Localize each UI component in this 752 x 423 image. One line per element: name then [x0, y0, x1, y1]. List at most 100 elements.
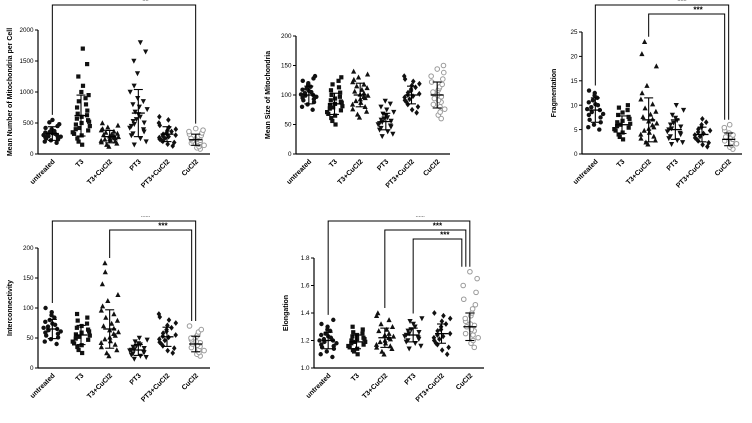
error-bar-T3 [328, 92, 341, 116]
sig-bracket [412, 238, 463, 314]
axes [581, 32, 742, 155]
svg-text:150: 150 [23, 275, 34, 282]
sig-label: *** [677, 0, 687, 6]
axes [313, 258, 484, 369]
x-label-PT3: PT3 [129, 372, 143, 386]
y-ticks: 1.0 1.2 1.4 1.6 1.8 [301, 255, 314, 372]
points-T3+CuCl2 [349, 68, 371, 120]
chart-canvas-fragmentation: 0 5 10 15 20 25 Fragmentation untreated T3T3+CuC… [551, 0, 742, 190]
svg-text:200: 200 [281, 33, 292, 40]
svg-text:50: 50 [26, 335, 34, 342]
svg-text:100: 100 [23, 305, 34, 312]
error-bar-T3+CuCl2 [378, 327, 392, 348]
error-bar-CuCl2 [189, 335, 203, 353]
sig-label: *** [416, 216, 426, 222]
error-bar-T3 [74, 94, 88, 137]
x-label-untreated: untreated [572, 158, 600, 186]
x-label-T3: T3 [75, 372, 86, 383]
chart-mean-size-mitochondria: 0 50 100 150 200 Mean Size of Mitochondria unt… [262, 0, 458, 209]
svg-text:1.6: 1.6 [301, 283, 310, 290]
svg-text:1000: 1000 [19, 89, 34, 96]
x-label-untreated: untreated [29, 372, 57, 400]
y-axis-title: Mean Number of Mitochondria per Cell [7, 28, 14, 156]
error-bar-T3+CuCl2 [353, 82, 367, 108]
svg-text:50: 50 [284, 122, 292, 129]
sig-bracket [51, 4, 197, 124]
svg-text:1500: 1500 [19, 58, 34, 65]
sig-label: *** [693, 6, 703, 15]
error-bar-PT3 [668, 119, 682, 140]
y-axis-title: Interconnectivity [7, 280, 14, 336]
error-bar-T3 [350, 334, 363, 350]
y-axis-title: Mean Size of Mitochondria [265, 51, 272, 139]
error-bar-PT3 [131, 88, 145, 138]
points-T3+CuCl2 [638, 38, 660, 147]
error-bar-T3+CuCl2 [103, 309, 117, 349]
axes [37, 30, 210, 155]
svg-text:1.8: 1.8 [301, 255, 310, 262]
chart-mean-number-mitochondria: 0 500 1000 1500 2000 Mean Number of Mitochond… [4, 0, 218, 209]
x-label-CuCl2: CuCl2 [455, 372, 474, 391]
svg-text:25: 25 [570, 29, 578, 36]
points-CuCl2 [186, 125, 207, 152]
sig-label: *** [440, 231, 450, 240]
y-axis-title: Fragmentation [551, 69, 558, 118]
y-ticks: 0 500 1000 1500 2000 [19, 27, 38, 158]
points-CuCl2 [721, 121, 740, 152]
error-bar-T3 [615, 115, 629, 135]
sig-bracket [594, 4, 730, 120]
points-CuCl2 [428, 62, 448, 122]
x-label-PT3: PT3 [404, 372, 418, 386]
error-bar-CuCl2 [722, 132, 736, 147]
axes [37, 248, 210, 369]
error-bar-PT3+CuCl2 [405, 85, 418, 105]
svg-text:100: 100 [281, 92, 292, 99]
x-label-CuCl2: CuCl2 [181, 158, 200, 177]
error-bar-PT3+CuCl2 [160, 126, 174, 143]
x-label-T3+CuCl2: T3+CuCl2 [337, 158, 365, 186]
sig-label: ** [142, 0, 149, 6]
sig-label: *** [158, 222, 168, 231]
error-bar-CuCl2 [189, 133, 203, 146]
x-label-T3+CuCl2: T3+CuCl2 [625, 158, 653, 186]
points-PT3+CuCl2 [156, 311, 179, 356]
error-bar-PT3+CuCl2 [695, 126, 709, 143]
svg-text:0: 0 [574, 151, 578, 158]
sig-bracket [384, 229, 467, 308]
chart-fragmentation: 0 5 10 15 20 25 Fragmentation untreated T3 T3+CuC… [548, 0, 750, 209]
x-label-PT3: PT3 [376, 158, 390, 172]
x-label-CuCl2: CuCl2 [422, 158, 441, 177]
svg-text:20: 20 [570, 54, 578, 61]
svg-text:1.0: 1.0 [301, 365, 310, 372]
chart-canvas-interconnectivity: 0 50 100 150 200 Interconnectivity untreated T3… [7, 213, 210, 404]
x-label-untreated: untreated [29, 158, 57, 186]
error-bar-PT3 [131, 344, 145, 356]
chart-interconnectivity: 0 50 100 150 200 Interconnectivity untreated T3… [4, 213, 218, 423]
chart-canvas-mean-size: 0 50 100 150 200 Mean Size of Mitochondria unt… [265, 33, 450, 190]
svg-text:10: 10 [570, 102, 578, 109]
points-PT3 [402, 316, 425, 352]
svg-text:0: 0 [288, 151, 292, 158]
sig-bracket [109, 229, 193, 321]
svg-text:150: 150 [281, 63, 292, 70]
sig-bracket [51, 220, 197, 321]
svg-text:0: 0 [30, 365, 34, 372]
svg-text:5: 5 [574, 127, 578, 134]
svg-text:1.4: 1.4 [301, 310, 310, 317]
svg-text:15: 15 [570, 78, 578, 85]
error-bar-CuCl2 [463, 312, 477, 342]
points-T3 [70, 311, 92, 356]
error-bar-T3+CuCl2 [103, 129, 117, 144]
x-label-PT3: PT3 [666, 158, 680, 172]
x-label-T3: T3 [350, 372, 361, 383]
x-label-PT3+CuCl2: PT3+CuCl2 [675, 158, 706, 189]
error-bar-T3 [74, 324, 88, 346]
error-bar-PT3+CuCl2 [160, 326, 174, 347]
error-bar-untreated [45, 126, 59, 141]
x-label-untreated: untreated [305, 372, 333, 400]
chart-elongation: 1.0 1.2 1.4 1.6 1.8 Elongation untreated T3 T3+C… [280, 213, 492, 423]
error-bar-CuCl2 [430, 81, 444, 109]
sig-label: *** [141, 216, 151, 222]
svg-text:500: 500 [23, 120, 34, 127]
y-axis-title: Elongation [283, 295, 290, 331]
